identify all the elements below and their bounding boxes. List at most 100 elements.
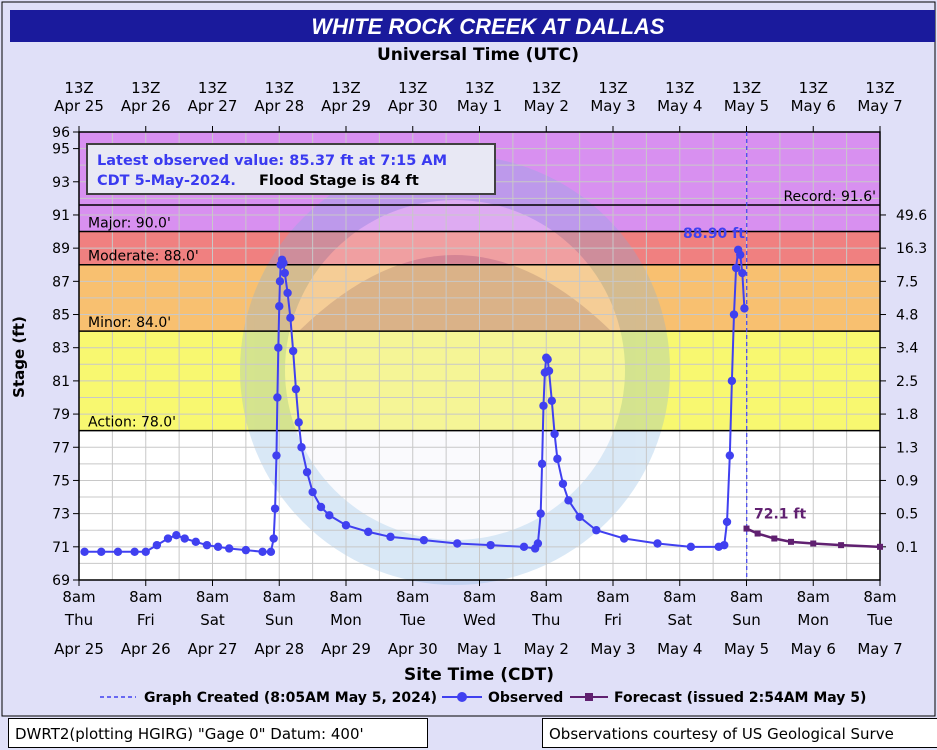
observed-point bbox=[113, 547, 123, 556]
y-tick-label: 75 bbox=[52, 473, 70, 489]
observed-point bbox=[266, 547, 276, 556]
observed-point bbox=[543, 355, 552, 364]
footer-credit: Observations courtesy of US Geological S… bbox=[542, 718, 937, 748]
title-bar bbox=[10, 10, 935, 42]
hydrograph-svg: WHITE ROCK CREEK AT DALLAS Universal Tim… bbox=[1, 1, 936, 717]
flood-stage-note: Flood Stage is 84 ft bbox=[259, 173, 419, 189]
x-tick-day: Sat bbox=[200, 611, 225, 629]
x-tick-date: Apr 29 bbox=[321, 640, 371, 658]
observed-point bbox=[653, 539, 662, 548]
latest-value-line1: Latest observed value: 85.37 ft at 7:15 … bbox=[97, 153, 447, 169]
legend-created-label: Graph Created (8:05AM May 5, 2024) bbox=[144, 690, 437, 706]
y2-tick-label: 0.1 bbox=[896, 540, 918, 556]
observed-point bbox=[544, 366, 554, 376]
observed-point bbox=[283, 288, 292, 298]
x-tick-day: Thu bbox=[531, 611, 560, 629]
observed-point bbox=[273, 393, 282, 402]
y-tick-label: 87 bbox=[52, 274, 70, 290]
top-tick-time: 13Z bbox=[732, 79, 761, 97]
legend: Graph Created (8:05AM May 5, 2024) Obser… bbox=[100, 690, 866, 706]
x-tick-day: Wed bbox=[463, 611, 496, 629]
forecast-point bbox=[788, 538, 794, 545]
flood-label-record: Record: 91.6' bbox=[783, 189, 876, 205]
top-axis-title: Universal Time (UTC) bbox=[377, 45, 579, 65]
top-tick-time: 13Z bbox=[131, 79, 160, 97]
observed-point bbox=[364, 527, 373, 537]
latest-value-box-frame bbox=[86, 143, 496, 195]
observed-point bbox=[720, 540, 729, 550]
top-tick-date: Apr 26 bbox=[121, 97, 171, 115]
observed-point bbox=[539, 401, 548, 410]
observed-point bbox=[553, 454, 562, 464]
top-tick-date: Apr 28 bbox=[254, 97, 304, 115]
observed-point bbox=[152, 540, 162, 550]
x-tick-day: Fri bbox=[137, 611, 155, 629]
observed-point bbox=[297, 443, 306, 452]
observed-point bbox=[172, 531, 181, 540]
top-tick-date: May 2 bbox=[524, 97, 569, 115]
top-tick-date: Apr 29 bbox=[321, 97, 371, 115]
forecast-point bbox=[743, 525, 750, 532]
observed-point bbox=[258, 547, 267, 556]
footer-datum: DWRT2(plotting HGIRG) "Gage 0" Datum: 40… bbox=[8, 718, 428, 748]
y-tick-label: 93 bbox=[52, 175, 70, 191]
y-tick-label: 69 bbox=[52, 573, 70, 589]
observed-point bbox=[291, 384, 301, 394]
latest-value-box: Latest observed value: 85.37 ft at 7:15 … bbox=[86, 143, 496, 195]
x-tick-date: Apr 30 bbox=[388, 640, 438, 658]
y2-tick-label: 0.9 bbox=[896, 473, 918, 489]
y2-tick-label: 4.8 bbox=[896, 308, 918, 324]
observed-point bbox=[280, 268, 290, 278]
x-tick-time: 8am bbox=[596, 588, 629, 606]
observed-point bbox=[536, 509, 545, 518]
observed-point bbox=[564, 496, 573, 505]
observed-point bbox=[419, 535, 429, 545]
observed-point bbox=[213, 542, 223, 552]
x-axis-title: Site Time (CDT) bbox=[404, 665, 554, 685]
x-tick-time: 8am bbox=[396, 588, 429, 606]
observed-point bbox=[308, 487, 317, 497]
x-tick-date: Apr 25 bbox=[54, 640, 104, 658]
x-tick-date: Apr 26 bbox=[121, 640, 171, 658]
observed-point bbox=[272, 451, 281, 460]
observed-point bbox=[180, 534, 189, 543]
top-tick-date: Apr 30 bbox=[388, 97, 438, 115]
x-tick-date: May 2 bbox=[524, 640, 569, 658]
y-tick-label: 95 bbox=[52, 142, 70, 158]
x-tick-day: Sat bbox=[667, 611, 692, 629]
flood-label-minor: Minor: 84.0' bbox=[88, 315, 171, 331]
top-tick-time: 13Z bbox=[598, 79, 627, 97]
observed-point bbox=[453, 539, 462, 548]
y2-tick-label: 7.5 bbox=[896, 274, 918, 290]
observed-point bbox=[316, 502, 326, 512]
observed-point bbox=[275, 277, 285, 286]
y-tick-label: 77 bbox=[52, 440, 70, 456]
observed-point bbox=[592, 526, 601, 535]
observed-point bbox=[386, 532, 395, 542]
x-tick-time: 8am bbox=[463, 588, 496, 606]
y-tick-label: 83 bbox=[52, 341, 70, 357]
x-tick-day: Sun bbox=[732, 611, 761, 629]
x-tick-day: Tue bbox=[866, 611, 893, 629]
x-tick-time: 8am bbox=[263, 588, 296, 606]
y2-tick-label: 1.8 bbox=[896, 407, 918, 423]
x-tick-time: 8am bbox=[863, 588, 896, 606]
legend-observed-label: Observed bbox=[488, 690, 563, 706]
observed-point bbox=[80, 547, 89, 556]
x-tick-day: Mon bbox=[330, 611, 362, 629]
observed-point bbox=[341, 521, 351, 530]
observed-point bbox=[275, 302, 284, 311]
top-tick-date: May 1 bbox=[457, 97, 502, 115]
observed-point bbox=[274, 343, 283, 352]
observed-point bbox=[302, 467, 312, 477]
x-tick-date: May 4 bbox=[657, 640, 702, 658]
observed-point bbox=[97, 547, 106, 556]
flood-label-moderate: Moderate: 88.0' bbox=[88, 249, 199, 265]
observed-point bbox=[241, 545, 251, 555]
y2-tick-label: 2.5 bbox=[896, 374, 918, 390]
observed-point bbox=[286, 313, 295, 323]
observed-point bbox=[550, 429, 559, 439]
chart-title: WHITE ROCK CREEK AT DALLAS bbox=[311, 14, 665, 39]
x-tick-day: Mon bbox=[797, 611, 829, 629]
